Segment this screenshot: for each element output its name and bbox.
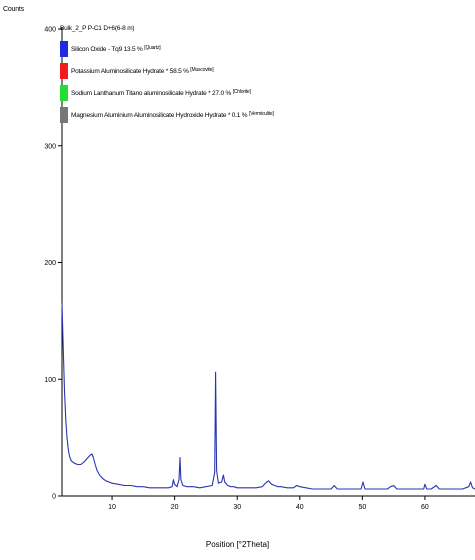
legend-phase-chlorite: [Chlorite]	[232, 89, 251, 95]
legend-label-vermiculite: Magnesium Aluminium Aluminosilicate Hydr…	[71, 112, 274, 120]
legend-phase-vermiculite: [Vermiculite]	[249, 111, 274, 117]
legend-label-quartz-text: Silicon Oxide - Tq9 13.5 %	[71, 46, 143, 53]
legend-swatch-vermiculite	[60, 107, 68, 123]
x-tick-label: 40	[296, 504, 304, 511]
legend-swatch-chlorite	[60, 85, 68, 101]
legend-label-chlorite-text: Sodium Lanthanum Titano aluminosilicate …	[71, 90, 232, 97]
y-tick-label: 100	[44, 377, 56, 384]
y-tick-label: 300	[44, 143, 56, 150]
legend-phase-quartz: [Quartz]	[144, 45, 161, 51]
legend-label-quartz: Silicon Oxide - Tq9 13.5 % [Quartz]	[71, 45, 161, 54]
series-line-1	[61, 303, 475, 490]
legend-label-muscovite-text: Potassium Aluminosilicate Hydrate * 58.5…	[71, 68, 189, 75]
x-tick-label: 50	[358, 504, 366, 511]
x-tick-label: 60	[421, 504, 429, 511]
legend-sample-name: Bulk_2_P P-C1 D+6(6-8 m)	[60, 25, 135, 32]
y-tick-label: 200	[44, 260, 56, 267]
legend-entry-quartz: Silicon Oxide - Tq9 13.5 % [Quartz]	[60, 41, 320, 58]
y-tick-label: 0	[52, 494, 56, 501]
y-tick-label: 400	[44, 27, 56, 34]
legend-entry-muscovite: Potassium Aluminosilicate Hydrate * 58.5…	[60, 63, 320, 80]
legend-phase-muscovite: [Muscovite]	[190, 67, 214, 73]
legend-label-muscovite: Potassium Aluminosilicate Hydrate * 58.5…	[71, 67, 214, 76]
legend-entry-vermiculite: Magnesium Aluminium Aluminosilicate Hydr…	[60, 107, 320, 124]
legend-label-vermiculite-text: Magnesium Aluminium Aluminosilicate Hydr…	[71, 112, 248, 119]
legend-label-chlorite: Sodium Lanthanum Titano aluminosilicate …	[71, 90, 251, 98]
legend-swatch-quartz	[60, 41, 68, 57]
y-axis-label: Counts	[3, 6, 24, 13]
legend-entry-chlorite: Sodium Lanthanum Titano aluminosilicate …	[60, 85, 320, 102]
x-tick-label: 30	[233, 504, 241, 511]
x-tick-label: 20	[171, 504, 179, 511]
x-tick-label: 10	[108, 504, 116, 511]
legend-swatch-muscovite	[60, 63, 68, 79]
x-axis-label: Position [°2Theta]	[205, 540, 270, 549]
